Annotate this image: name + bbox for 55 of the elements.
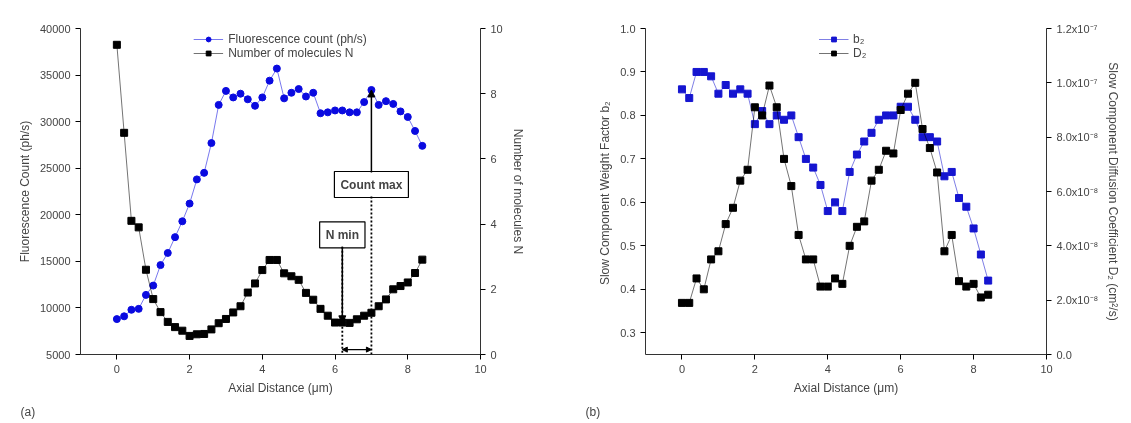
annotation: N min <box>325 227 359 242</box>
y2-tick-label: 0 <box>490 348 497 361</box>
x-tick-label: 0 <box>678 362 686 375</box>
y-tick-label: 35000 <box>39 69 71 82</box>
y2-tick-label: 6.0x10⁻⁸ <box>1056 185 1099 198</box>
x-tick-label: 6 <box>331 362 339 375</box>
y2-tick-label: 8.0x10⁻⁸ <box>1056 131 1099 144</box>
text: (b) <box>585 404 601 419</box>
y-tick-label: 0.7 <box>620 152 636 165</box>
y2-tick-label: 2 <box>490 283 497 296</box>
y2-tick-label: 6 <box>490 152 497 165</box>
y-tick-label: 20000 <box>39 208 71 221</box>
y-tick-label: 5000 <box>46 348 71 361</box>
y2-tick-label: 0.0 <box>1056 348 1072 361</box>
y-tick-label: 25000 <box>39 162 71 175</box>
y2-tick-label: 1.0x10⁻⁷ <box>1056 76 1098 89</box>
y-tick-label: 30000 <box>39 115 71 128</box>
x-tick-label: 10 <box>1040 362 1053 375</box>
x-tick-label: 0 <box>113 362 120 375</box>
text: (a) <box>20 404 36 419</box>
y2-tick-label: 2.0x10⁻⁸ <box>1056 294 1099 307</box>
y2-axis-title: Number of molecules N <box>510 128 525 255</box>
x-tick-label: 10 <box>474 362 487 375</box>
y2-tick-label: 4.0x10⁻⁸ <box>1056 239 1099 252</box>
y-tick-label: 15000 <box>39 255 71 268</box>
y-tick-label: 0.5 <box>620 239 636 252</box>
x-axis-title: Axial Distance (μm) <box>228 380 333 395</box>
y2-tick-label: 8 <box>490 87 497 100</box>
y-axis-title: Slow Component Weight Factor b₂ <box>598 100 613 286</box>
y2-tick-label: 1.2x10⁻⁷ <box>1056 22 1098 35</box>
legend-label: b₂ <box>853 32 866 46</box>
y2-tick-label: 4 <box>490 218 497 231</box>
legend-label: D₂ <box>853 46 868 60</box>
x-tick-label: 8 <box>970 362 977 375</box>
y-axis-title: Fluorescence Count (ph/s) <box>17 120 32 263</box>
x-tick-label: 8 <box>404 362 411 375</box>
y-tick-label: 0.4 <box>620 283 636 296</box>
y-tick-label: 1.0 <box>620 22 636 35</box>
y-tick-label: 10000 <box>39 301 71 314</box>
y2-tick-label: 10 <box>490 22 503 35</box>
legend-label: Number of molecules N <box>228 46 354 60</box>
y-tick-label: 0.8 <box>620 109 636 122</box>
annotation: Count max <box>340 177 403 192</box>
y-tick-label: 40000 <box>39 22 71 35</box>
x-tick-label: 4 <box>259 362 266 375</box>
x-tick-label: 4 <box>824 362 831 375</box>
y-tick-label: 0.6 <box>620 196 636 209</box>
y2-axis-title: Slow Component Diffusion Coefficient D₂ (cm²/s) <box>1106 62 1121 321</box>
legend-label: Fluorescence count (ph/s) <box>228 32 367 46</box>
x-tick-label: 2 <box>186 362 193 375</box>
x-axis-title: Axial Distance (μm) <box>793 380 899 395</box>
y-tick-label: 0.3 <box>620 326 636 339</box>
x-tick-label: 2 <box>751 362 758 375</box>
y-tick-label: 0.9 <box>620 65 636 78</box>
x-tick-label: 6 <box>897 362 904 375</box>
